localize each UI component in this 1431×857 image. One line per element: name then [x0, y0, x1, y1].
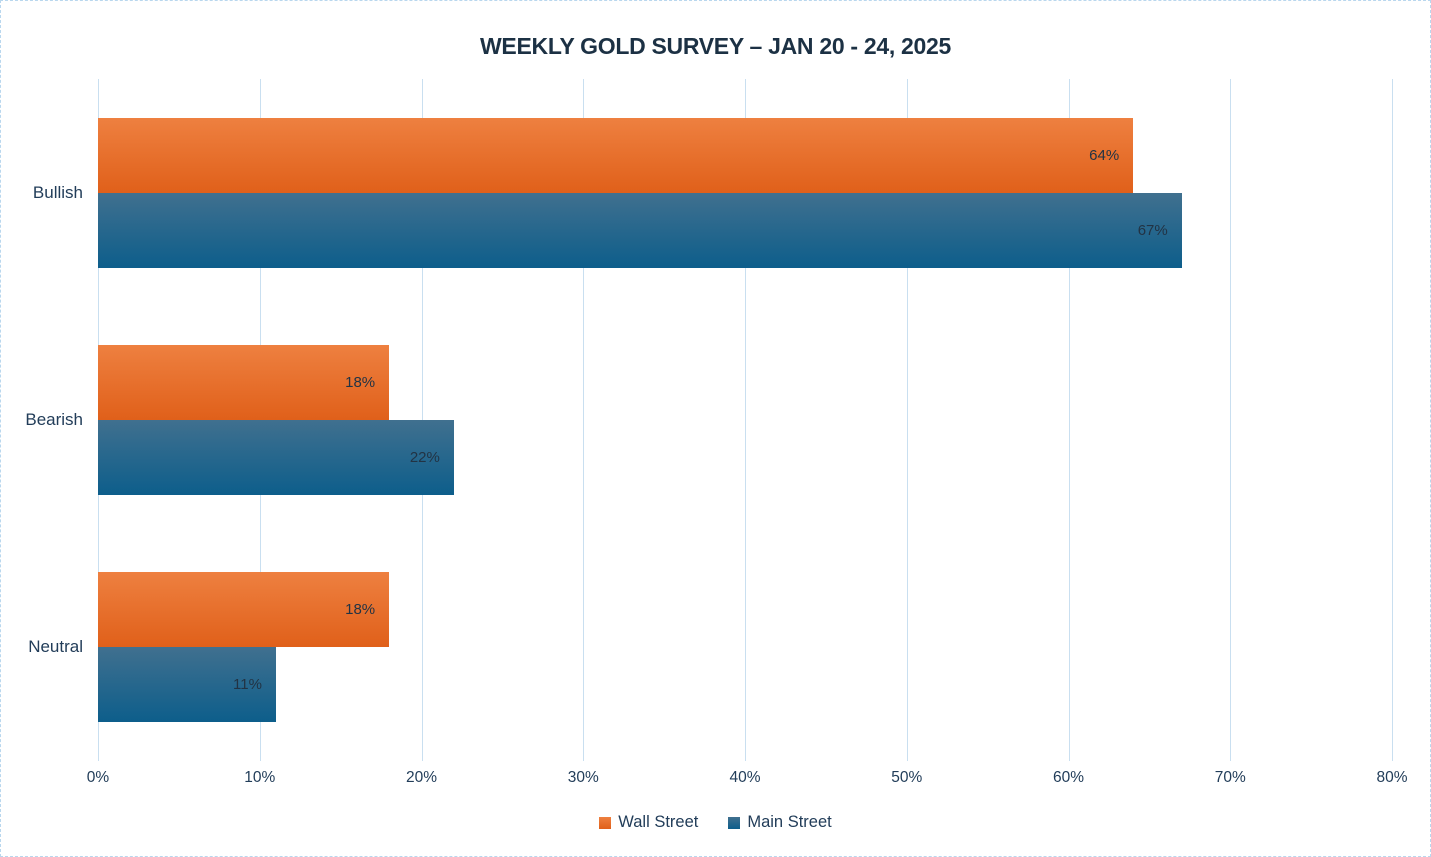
gridline-60 — [1068, 79, 1070, 761]
bar-wall-street-neutral — [98, 572, 390, 648]
x-axis-label-60: 60% — [1052, 769, 1085, 786]
value-label: 67% — [1137, 221, 1168, 239]
bar-main-street-bearish — [98, 420, 454, 495]
legend-item-main-street: Main Street — [728, 813, 832, 832]
legend-swatch-icon — [728, 816, 741, 829]
bar-wall-street-bullish — [98, 117, 1134, 193]
gridline-40 — [745, 79, 746, 761]
chart-legend: Wall Street Main Street — [1, 813, 1430, 832]
gridline-80 — [1392, 79, 1393, 761]
legend-swatch-icon — [599, 816, 612, 829]
x-axis-label-40: 40% — [729, 769, 761, 786]
bar-main-street-neutral — [98, 647, 276, 723]
value-label: 22% — [409, 449, 440, 466]
x-axis-label-80: 80% — [1376, 769, 1408, 786]
category-label-bearish: Bearish — [25, 410, 83, 429]
gridline-70 — [1230, 79, 1232, 761]
plot-area: 64% 67% 18% 22% 18% 11% — [98, 79, 1393, 761]
x-axis-label-30: 30% — [567, 769, 599, 786]
x-axis-label-0: 0% — [86, 769, 110, 786]
value-label: 18% — [345, 601, 376, 619]
chart-title: WEEKLY GOLD SURVEY – JAN 20 - 24, 2025 — [480, 33, 951, 59]
x-axis-label-50: 50% — [891, 769, 923, 786]
gridline-30 — [583, 79, 585, 761]
bar-wall-street-bearish — [98, 345, 390, 420]
value-label: 18% — [345, 374, 376, 391]
category-label-bullish: Bullish — [32, 182, 83, 202]
category-label-neutral: Neutral — [28, 637, 83, 657]
legend-label: Wall Street — [618, 813, 699, 831]
gridline-50 — [906, 79, 908, 761]
x-axis-label-20: 20% — [405, 769, 438, 786]
bar-main-street-bullish — [98, 192, 1182, 268]
x-axis-label-10: 10% — [244, 769, 276, 786]
x-axis-label-70: 70% — [1214, 769, 1246, 786]
legend-item-wall-street: Wall Street — [599, 813, 698, 832]
value-label: 64% — [1089, 146, 1120, 164]
value-label: 11% — [233, 676, 262, 694]
legend-label: Main Street — [747, 813, 832, 831]
